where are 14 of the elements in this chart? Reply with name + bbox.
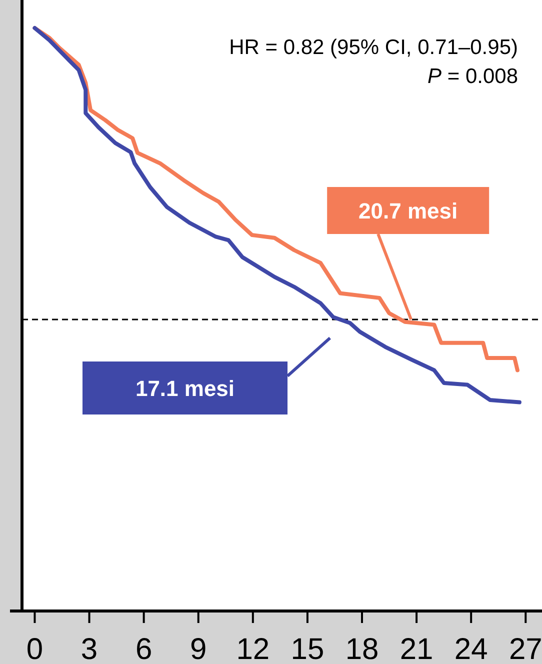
annotation: 20.7 mesi	[358, 198, 458, 224]
x-tick-label: 12	[236, 633, 270, 664]
x-tick-label: 15	[290, 633, 324, 664]
x-tick-label: 18	[345, 633, 379, 664]
x-tick-label: 24	[454, 633, 488, 664]
x-tick-label: 21	[400, 633, 434, 664]
annotation: P = 0.008	[428, 65, 518, 88]
annotation: 17.1 mesi	[135, 376, 235, 401]
annotation: HR = 0.82 (95% CI, 0.71–0.95)	[229, 36, 518, 59]
x-tick-label: 9	[190, 633, 207, 664]
x-tick-label: 27	[508, 633, 542, 664]
x-tick-label: 0	[26, 633, 44, 664]
x-tick-label: 6	[135, 633, 152, 664]
x-tick-label: 3	[80, 633, 98, 664]
